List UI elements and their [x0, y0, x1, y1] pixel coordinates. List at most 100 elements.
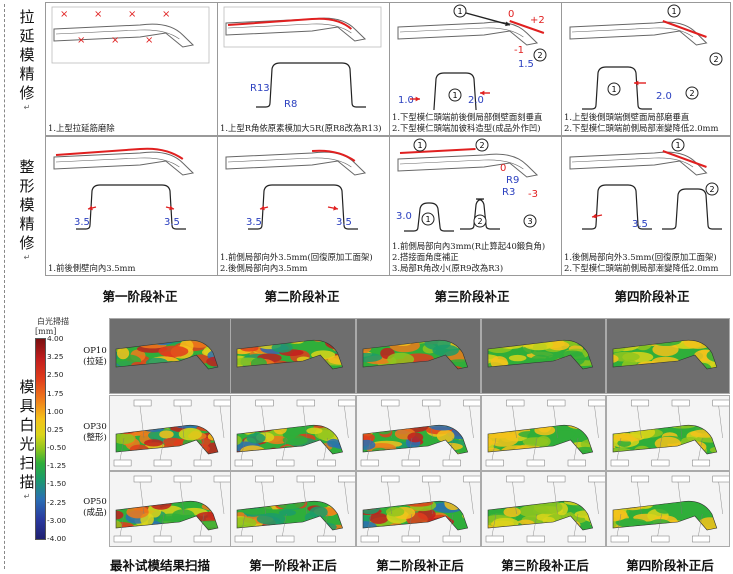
part-inner-line	[571, 157, 694, 168]
correction-highlight	[509, 20, 545, 34]
measurement-tag	[401, 459, 420, 467]
part-inner-line	[55, 157, 180, 168]
measurement-tag	[234, 535, 253, 543]
leader-line	[179, 405, 185, 439]
section-profile	[76, 184, 186, 230]
leader-line	[637, 481, 642, 515]
leader-line	[179, 481, 185, 515]
scan-thumbnail-op10-1	[230, 318, 356, 394]
measurement-tag	[381, 475, 400, 483]
measurement-tag	[234, 459, 253, 467]
leader-line	[261, 481, 266, 515]
part-outline	[236, 424, 343, 455]
correction-cell-row2-2: 3.5 3.5 1.前側局部向外3.5mm(回復原加工面架) 2.後側局部向內3.5m…	[217, 136, 390, 276]
leader-line	[573, 437, 579, 461]
part-outline	[236, 339, 343, 370]
leader-line	[532, 513, 538, 537]
view-frame	[223, 6, 382, 48]
legend-color-bar	[35, 338, 46, 540]
dimension-label: R3	[502, 187, 515, 198]
correction-cell-row1-2: R13 R8 1.上型R角依原素模加大5R(原R8改為R13)	[217, 2, 390, 136]
leader-line	[553, 481, 558, 515]
phase-label-2: 第二阶段补正	[264, 289, 340, 304]
callout-number: 1	[457, 7, 462, 16]
part-outline	[115, 339, 219, 370]
measurement-tag	[610, 535, 629, 543]
measurement-tag	[567, 459, 586, 467]
leader-line	[491, 513, 497, 537]
scan-thumbnail-op30-0	[109, 395, 231, 471]
measurement-tag	[360, 459, 379, 467]
part-outline	[397, 153, 539, 178]
section-profile	[460, 198, 500, 230]
dimension-label: 2.0	[468, 95, 484, 106]
leader-line	[323, 513, 328, 537]
part-outline	[397, 21, 539, 46]
leader-line	[407, 513, 413, 537]
callout-number: 2	[537, 51, 542, 60]
measurement-tag	[692, 459, 711, 467]
callout-circle	[533, 48, 547, 62]
removal-mark: ×	[60, 9, 68, 20]
scan-thumbnail-op30-3	[481, 395, 606, 471]
measurement-tag	[547, 399, 566, 407]
leader-line	[657, 513, 662, 537]
measurement-tag	[631, 399, 650, 407]
scan-thumbnail-op50-1	[230, 471, 356, 547]
measurement-tag	[588, 399, 605, 407]
leader-line	[159, 513, 165, 537]
leader-line	[199, 437, 205, 461]
bottom-label-after-phase-2: 第二阶段补正后	[376, 558, 464, 573]
callout-number: 2	[479, 141, 484, 150]
part-inner-line	[227, 23, 352, 34]
measurement-tag	[317, 535, 336, 543]
callout-number: 1	[611, 85, 616, 94]
part-outline	[115, 500, 219, 531]
measurement-tag	[671, 399, 690, 407]
bottom-label-after-phase-4: 第四阶段补正后	[626, 558, 714, 573]
leader-line	[512, 481, 517, 515]
part-outline	[487, 339, 594, 370]
measurement-tag	[255, 475, 274, 483]
measurement-tag	[113, 535, 132, 543]
measurement-tag	[526, 459, 545, 467]
leader-line	[159, 437, 165, 461]
measurement-tag	[153, 459, 172, 467]
arrow-head	[169, 205, 174, 211]
part-outline	[362, 339, 469, 370]
leader-line	[491, 437, 497, 461]
dimension-label: 0	[508, 9, 514, 20]
removal-mark: ×	[77, 35, 85, 46]
scan-thumbnail-op30-2	[356, 395, 481, 471]
callout-circle	[475, 138, 489, 152]
correction-cell-row2-1: 3.5 3.5 1.前後側壁向內3.5mm	[45, 136, 218, 276]
removal-mark: ×	[162, 9, 170, 20]
dimension-label: R9	[506, 175, 519, 186]
arrow-head	[333, 205, 338, 211]
legend-tick-label: -1.25	[47, 461, 67, 471]
leader-line	[594, 405, 599, 439]
measurement-tag	[588, 475, 605, 483]
leader-line	[448, 437, 454, 461]
part-outline	[115, 424, 219, 455]
correction-diagram: 123.5	[569, 138, 722, 230]
measurement-tag	[526, 535, 545, 543]
measurement-tag	[213, 475, 230, 483]
callout-circle	[413, 138, 427, 152]
section-profile	[582, 66, 652, 110]
scan-thumbnail-op30-4	[606, 395, 730, 471]
measurement-tag	[651, 459, 670, 467]
measurement-tag	[692, 535, 711, 543]
dimension-label: 3.5	[164, 217, 180, 228]
cell-caption: 1.下型模仁頭端前後側局部側壁面刻垂直 2.下型模仁頭端加彼科造型(成品外作凹)	[392, 112, 559, 134]
part-outline	[53, 151, 195, 176]
dimension-label: +2	[530, 15, 545, 26]
measurement-tag	[317, 459, 336, 467]
measurement-tag	[276, 459, 295, 467]
leader-line	[698, 513, 703, 537]
dimension-label: -3	[528, 189, 538, 200]
leader-line	[469, 405, 474, 439]
leader-line	[282, 513, 287, 537]
scan-thumbnail-op10-4	[606, 318, 730, 394]
dimension-label: -1	[514, 45, 524, 56]
